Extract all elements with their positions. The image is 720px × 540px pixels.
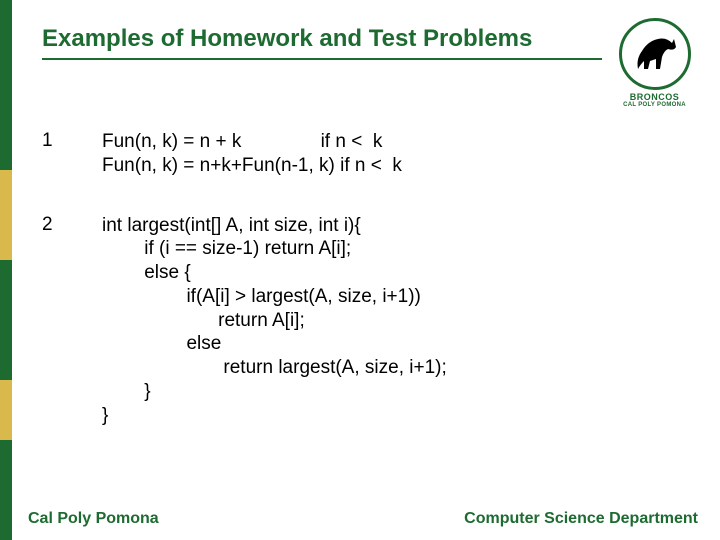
- stripe-segment: [0, 380, 12, 440]
- footer-left: Cal Poly Pomona: [28, 510, 159, 528]
- stripe-segment: [0, 260, 12, 380]
- stripe-segment: [0, 440, 12, 540]
- left-accent-stripe: [0, 0, 12, 540]
- title-underline: [42, 58, 602, 60]
- logo-text-school: CAL POLY POMONA: [607, 102, 702, 108]
- footer-right: Computer Science Department: [464, 510, 698, 528]
- stripe-segment: [0, 170, 12, 260]
- problem-number: 1: [42, 130, 102, 178]
- school-logo: BRONCOS CAL POLY POMONA: [607, 18, 702, 108]
- stripe-segment: [0, 0, 12, 170]
- problem-number: 2: [42, 214, 102, 428]
- slide-title: Examples of Homework and Test Problems: [42, 24, 590, 54]
- problem-item: 1 Fun(n, k) = n + k if n < k Fun(n, k) =…: [42, 130, 690, 178]
- bronco-icon: [619, 18, 691, 90]
- problem-body: Fun(n, k) = n + k if n < k Fun(n, k) = n…: [102, 130, 690, 178]
- problem-item: 2 int largest(int[] A, int size, int i){…: [42, 214, 690, 428]
- title-area: Examples of Homework and Test Problems: [42, 24, 590, 60]
- problem-body: int largest(int[] A, int size, int i){ i…: [102, 214, 690, 428]
- content-area: 1 Fun(n, k) = n + k if n < k Fun(n, k) =…: [42, 130, 690, 463]
- logo-text-broncos: BRONCOS: [607, 92, 702, 102]
- footer: Cal Poly Pomona Computer Science Departm…: [28, 510, 698, 528]
